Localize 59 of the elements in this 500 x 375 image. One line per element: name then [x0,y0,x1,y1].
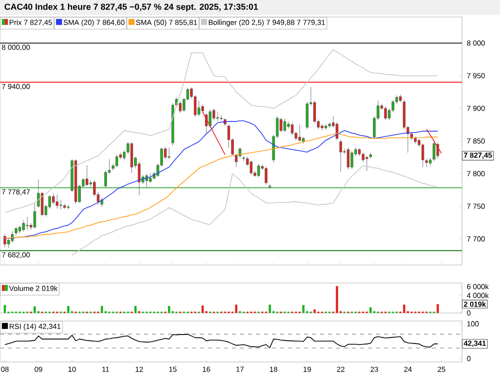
candlestick [4,233,6,248]
candlestick [414,136,417,144]
candlestick [7,237,10,248]
candlestick [350,150,354,170]
candlestick [328,122,331,128]
candlestick [268,184,272,190]
bar [67,306,70,313]
candlestick [290,122,294,136]
candlestick [216,111,219,122]
candlestick [26,216,29,230]
bar [4,305,6,313]
bar [34,306,36,313]
candlestick [422,143,424,168]
candlestick [346,147,350,170]
candlestick [264,166,268,185]
candlestick [302,136,305,144]
candlestick [74,159,78,204]
candlestick [313,100,316,124]
candlestick [178,100,182,114]
candlestick [283,118,286,132]
candlestick [324,124,328,130]
candlestick [104,170,107,188]
candlestick [369,152,372,159]
candlestick [257,164,260,178]
candlestick [138,162,141,196]
candlestick [384,106,387,120]
candlestick [242,156,246,162]
candlestick [280,117,282,133]
candlestick [130,142,134,174]
candlestick [18,226,22,234]
candlestick [22,220,25,232]
candlestick [320,124,324,131]
candlestick [366,156,368,172]
bar [403,304,406,313]
candlestick [60,200,62,210]
candlestick [168,147,170,160]
candlestick [306,102,308,130]
candlestick [52,193,55,205]
bar [235,304,238,313]
candlestick [358,148,361,156]
candlestick [198,100,200,116]
candlestick [362,152,364,162]
candlestick [432,141,436,162]
candlestick [298,124,301,142]
candlestick [63,203,66,210]
candlestick [250,160,252,176]
candlestick [86,164,88,186]
candlestick [40,192,44,216]
candlestick [149,172,152,183]
bar [336,286,338,313]
bar [302,305,305,313]
bar [202,305,204,313]
candlestick [428,158,432,167]
candlestick [339,139,342,172]
chart-title: CAC40 Index 1 heure 7 827,45 −0,57 % 24 sept. 2025, 17:35:01 [4,3,258,12]
candlestick [56,194,58,210]
bar [268,304,271,313]
bar [436,304,439,313]
candlestick [115,154,118,168]
